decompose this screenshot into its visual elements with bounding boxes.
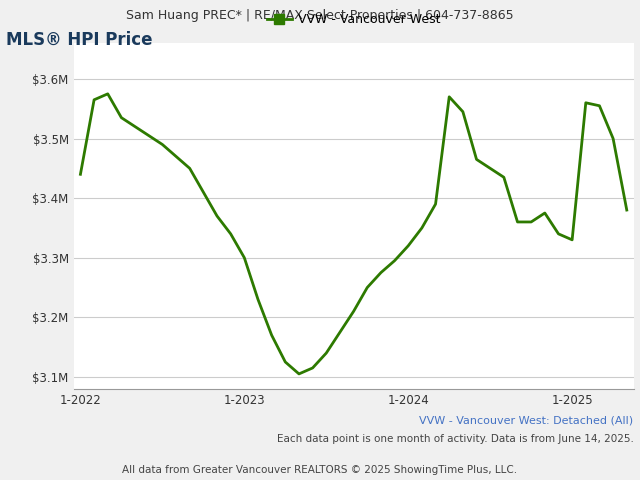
Text: All data from Greater Vancouver REALTORS © 2025 ShowingTime Plus, LLC.: All data from Greater Vancouver REALTORS… bbox=[122, 465, 518, 475]
Text: MLS® HPI Price: MLS® HPI Price bbox=[6, 31, 153, 49]
Text: VVW - Vancouver West: Detached (All): VVW - Vancouver West: Detached (All) bbox=[419, 415, 634, 425]
Text: Each data point is one month of activity. Data is from June 14, 2025.: Each data point is one month of activity… bbox=[276, 434, 634, 444]
Text: Sam Huang PREC* | RE/MAX Select Properties | 604-737-8865: Sam Huang PREC* | RE/MAX Select Properti… bbox=[126, 9, 514, 22]
Legend: VVW - Vancouver West: VVW - Vancouver West bbox=[262, 8, 445, 31]
